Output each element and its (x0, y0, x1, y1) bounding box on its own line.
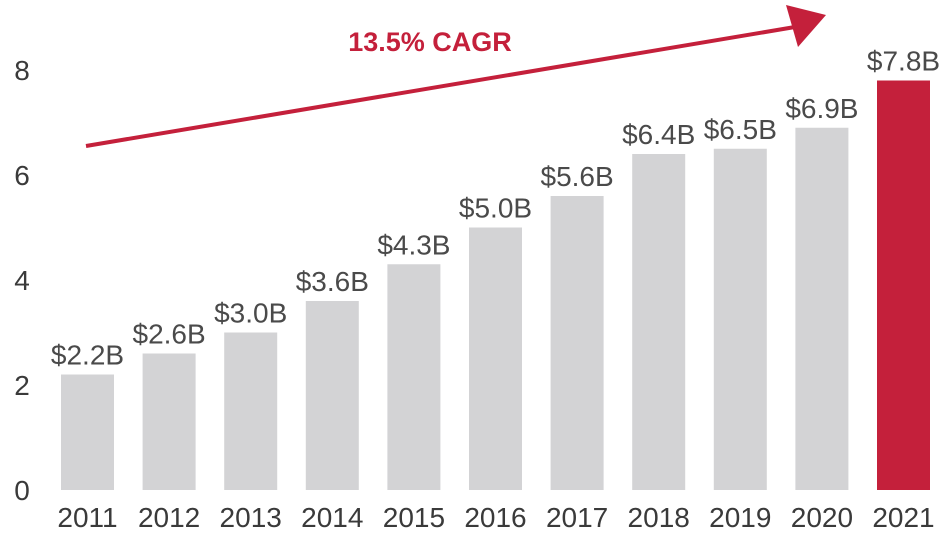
data-labels: $2.2B $2.6B $3.0B $3.6B $4.3B $5.0B $5.6B $6.4B… (51, 46, 940, 371)
bar-2020 (795, 127, 849, 490)
cagr-arrow-head (786, 5, 826, 47)
bar-2013 (224, 332, 278, 490)
data-label-2019: $6.5B (704, 114, 777, 145)
data-label-2018: $6.4B (622, 119, 695, 150)
bar-2014 (305, 301, 359, 490)
cagr-label: 13.5% CAGR (348, 27, 512, 57)
y-tick-label: 2 (14, 370, 30, 401)
x-tick-label: 2018 (628, 502, 690, 533)
x-tick-label: 2012 (138, 502, 200, 533)
x-axis: 2011 2012 2013 2014 2015 2016 2017 2018 2019 2020… (57, 502, 934, 533)
data-label-2013: $3.0B (214, 298, 287, 329)
y-tick-label: 6 (14, 160, 30, 191)
y-tick-label: 0 (14, 475, 30, 506)
data-label-2020: $6.9B (785, 93, 858, 124)
y-axis: 0 2 4 6 8 (14, 55, 30, 506)
x-tick-label: 2011 (57, 502, 117, 533)
y-tick-label: 8 (14, 55, 30, 86)
data-label-2015: $4.3B (377, 229, 450, 260)
x-tick-label: 2021 (872, 502, 934, 533)
x-tick-label: 2019 (709, 502, 771, 533)
x-tick-label: 2016 (464, 502, 526, 533)
data-label-2016: $5.0B (459, 193, 532, 224)
x-tick-label: 2013 (220, 502, 282, 533)
cagr-arrow-line (85, 25, 796, 148)
bar-2017 (550, 196, 604, 490)
bar-2011 (61, 374, 114, 490)
x-tick-label: 2017 (546, 502, 608, 533)
y-tick-label: 4 (14, 265, 30, 296)
bar-2015 (387, 264, 441, 490)
data-label-2014: $3.6B (296, 266, 369, 297)
x-tick-label: 2014 (301, 502, 363, 533)
bar-2016 (469, 227, 522, 490)
data-label-2017: $5.6B (541, 161, 614, 192)
x-tick-label: 2015 (383, 502, 445, 533)
bar-2021 (877, 80, 930, 490)
bar-2018 (632, 154, 686, 490)
bar-2012 (142, 353, 196, 490)
data-label-2011: $2.2B (51, 340, 124, 371)
x-tick-label: 2020 (791, 502, 853, 533)
bars (61, 80, 930, 490)
data-label-2012: $2.6B (133, 319, 206, 350)
cagr-annotation: 13.5% CAGR (85, 5, 826, 148)
bar-2019 (713, 148, 767, 490)
data-label-2021: $7.8B (867, 46, 940, 77)
